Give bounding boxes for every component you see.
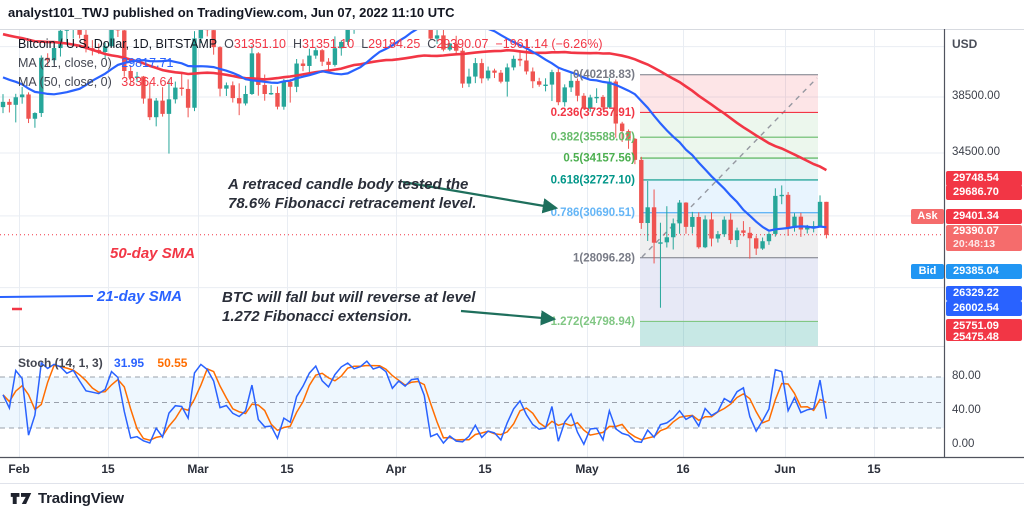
currency-label: USD bbox=[952, 37, 978, 51]
annotation-arrow bbox=[460, 309, 557, 326]
time-axis-label: 15 bbox=[280, 462, 294, 476]
bid-tag: Bid bbox=[911, 263, 944, 279]
fib-level-label: 0.786(30690.51) bbox=[551, 207, 636, 219]
stoch-name: Stoch (14, 1, 3) bbox=[18, 356, 103, 370]
fib-retracement-note: A retraced candle body tested the 78.6% … bbox=[228, 176, 477, 212]
price-badge: 29686.70 bbox=[946, 184, 1022, 200]
tradingview-attribution[interactable]: TradingView bbox=[10, 490, 124, 507]
price-scale[interactable]: USD 38500.00 34500.00 80.00 40.00 0.00 29748.… bbox=[911, 29, 1024, 457]
price-badge: 26002.54 bbox=[946, 300, 1022, 316]
time-axis-label: Jun bbox=[774, 462, 796, 476]
sma50-note: 50-day SMA bbox=[110, 245, 196, 262]
change-value: −1961.14 (−6.26%) bbox=[495, 37, 603, 51]
price-badge: 25475.48 bbox=[946, 329, 1022, 341]
high-letter: H bbox=[293, 37, 303, 51]
high-value: 31351.10 bbox=[302, 37, 355, 51]
low-letter: L bbox=[361, 37, 369, 51]
price-axis-label: 34500.00 bbox=[952, 146, 1000, 158]
price-axis-label: 38500.00 bbox=[952, 90, 1000, 103]
price-badge: 26329.22 bbox=[946, 285, 1022, 301]
fib-band bbox=[640, 321, 818, 346]
tradingview-wordmark: TradingView bbox=[38, 490, 124, 507]
publish-title: analyst101_TWJ published on TradingView.… bbox=[8, 5, 455, 20]
close-value: 29390.07 bbox=[436, 37, 489, 51]
fib-level-label: 0.5(34157.56) bbox=[563, 153, 635, 165]
fib-band bbox=[640, 137, 818, 159]
fib-extension-note: BTC will fall but will reverse at level … bbox=[222, 289, 476, 325]
fib-level-label: 0.618(32727.10) bbox=[551, 174, 636, 186]
ma50-label: MA (50, close, 0) bbox=[18, 75, 112, 89]
stoch-axis-label: 40.00 bbox=[952, 404, 981, 416]
fib-level-label: 0(40218.83) bbox=[573, 69, 635, 81]
time-axis-label: Mar bbox=[187, 462, 209, 476]
stoch-d-line bbox=[2, 364, 827, 441]
low-value: 29184.25 bbox=[368, 37, 421, 51]
stoch-legend: Stoch (14, 1, 3) 31.95 50.55 bbox=[18, 356, 187, 370]
sma21-note: 21-day SMA bbox=[97, 288, 183, 305]
time-axis-label: 16 bbox=[676, 462, 690, 476]
fib-level-label: 0.236(37357.91) bbox=[551, 107, 636, 119]
symbol-name: Bitcoin / U.S. Dollar, 1D, BITSTAMP bbox=[18, 37, 218, 51]
symbol-legend: Bitcoin / U.S. Dollar, 1D, BITSTAMP O3135… bbox=[18, 37, 602, 51]
stoch-axis-label: 80.00 bbox=[952, 370, 981, 382]
fib-level-label: 0.382(35588.02) bbox=[551, 132, 636, 144]
time-axis-label: 15 bbox=[101, 462, 115, 476]
sma21-pointer-line bbox=[0, 295, 94, 298]
time-axis-label: May bbox=[575, 462, 599, 476]
ma21-legend: MA (21, close, 0) 29817.71 bbox=[18, 56, 173, 70]
time-axis-label: 15 bbox=[478, 462, 492, 476]
stoch-d-value: 50.55 bbox=[157, 356, 188, 370]
close-letter: C bbox=[427, 37, 437, 51]
fib-band bbox=[640, 74, 818, 113]
ask-tag: Ask bbox=[911, 208, 944, 224]
fib-band bbox=[640, 257, 818, 322]
ma50-line bbox=[2, 32, 828, 172]
fib-level-label: 1(28096.28) bbox=[573, 252, 635, 264]
time-axis-label: 15 bbox=[867, 462, 881, 476]
open-value: 31351.10 bbox=[233, 37, 287, 51]
ma50-legend: MA (50, close, 0) 33364.64 bbox=[18, 75, 173, 89]
fib-level-label: 1.272(24798.94) bbox=[551, 316, 636, 328]
time-scale[interactable]: Feb 15 Mar 15 Apr 15 May 16 Jun 15 bbox=[0, 457, 944, 483]
open-letter: O bbox=[224, 37, 234, 51]
price-badge: 29390.07 20:48:13 bbox=[946, 225, 1022, 251]
stoch-axis-label: 0.00 bbox=[952, 438, 975, 450]
ma50-value: 33364.64 bbox=[121, 75, 174, 89]
ma21-label: MA (21, close, 0) bbox=[18, 56, 112, 70]
ma21-value: 29817.71 bbox=[121, 56, 174, 70]
annotation-arrow bbox=[402, 180, 559, 214]
price-badge: 29385.04 bbox=[946, 263, 1022, 279]
tradingview-logo-icon bbox=[10, 491, 32, 506]
ma21-line bbox=[2, 29, 827, 232]
time-axis-label: Apr bbox=[385, 462, 407, 476]
price-badge: 29748.54 bbox=[946, 170, 1022, 186]
time-axis-label: Feb bbox=[8, 462, 30, 476]
price-badge: 29401.34 bbox=[946, 208, 1022, 224]
stoch-k-line bbox=[2, 360, 828, 446]
stoch-k-value: 31.95 bbox=[114, 356, 145, 370]
